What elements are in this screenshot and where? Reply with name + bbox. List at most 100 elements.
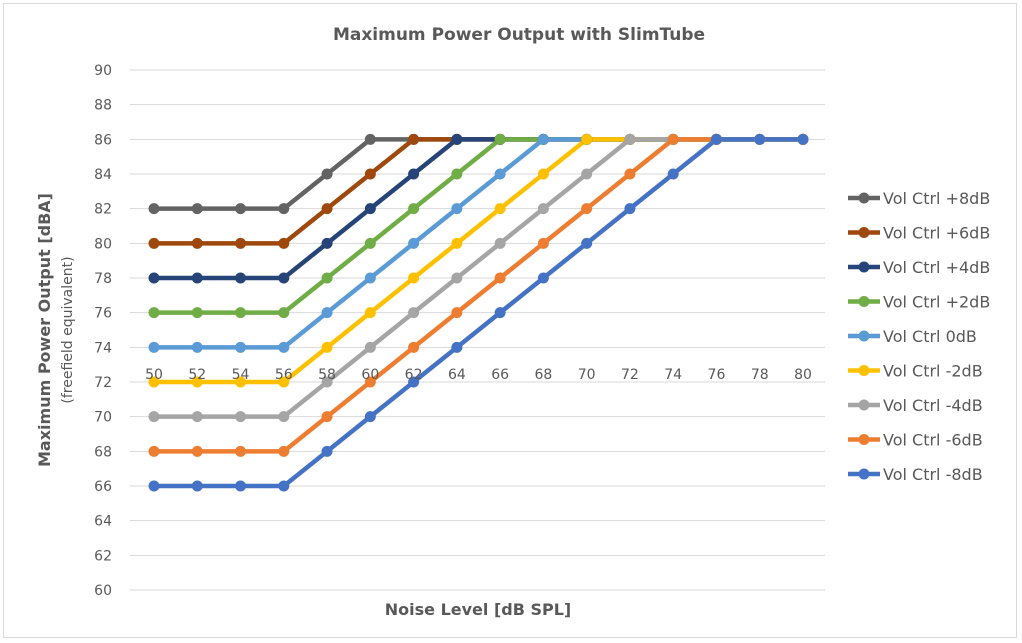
data-point	[278, 307, 290, 319]
data-point	[191, 272, 203, 284]
x-tick-label: 50	[145, 367, 163, 383]
x-tick-label: 72	[621, 367, 639, 383]
x-tick-label: 64	[448, 367, 466, 383]
data-point	[321, 411, 333, 423]
y-tick-label: 84	[94, 167, 112, 183]
legend-item: Vol Ctrl +8dB	[848, 189, 990, 208]
legend-marker	[858, 227, 870, 238]
data-point	[581, 203, 593, 215]
y-tick-label: 66	[94, 479, 112, 495]
y-tick-label: 74	[94, 340, 112, 356]
y-tick-label: 68	[94, 444, 112, 460]
y-tick-label: 82	[94, 202, 112, 218]
chart-frame	[3, 3, 1017, 638]
x-axis-ticks: 50 52 54 56 58 60 62 64 66 68 70 72 74 76 78 80	[145, 367, 812, 383]
data-point	[537, 203, 549, 215]
legend-item: Vol Ctrl +2dB	[848, 293, 990, 312]
x-tick-label: 78	[751, 367, 769, 383]
x-tick-label: 52	[188, 367, 206, 383]
data-point	[408, 203, 420, 215]
data-point	[451, 237, 463, 249]
x-tick-label: 74	[664, 367, 682, 383]
data-point	[364, 376, 376, 388]
data-point	[667, 133, 679, 145]
legend-marker	[858, 192, 870, 204]
legend-marker	[858, 296, 870, 307]
x-tick-label: 66	[491, 367, 509, 383]
legend-label: Vol Ctrl -4dB	[883, 396, 983, 415]
data-point	[235, 272, 247, 284]
data-point	[148, 237, 160, 249]
data-point	[278, 480, 290, 492]
data-point	[537, 237, 549, 249]
data-point	[364, 341, 376, 353]
data-point	[321, 203, 333, 215]
legend-label: Vol Ctrl +4dB	[883, 258, 990, 277]
legend-marker	[858, 261, 870, 273]
x-tick-label: 68	[534, 367, 552, 383]
data-point	[191, 203, 203, 215]
legend-item: Vol Ctrl -8dB	[848, 465, 983, 484]
data-point	[191, 445, 203, 457]
data-point	[624, 168, 636, 180]
series-line	[154, 137, 803, 489]
legend-item: Vol Ctrl +4dB	[848, 258, 990, 277]
data-point	[494, 307, 506, 319]
y-axis-label: Maximum Power Output [dBA]	[35, 193, 54, 467]
legend-label: Vol Ctrl -6dB	[883, 431, 983, 450]
data-point	[364, 272, 376, 284]
data-point	[494, 237, 506, 249]
data-point	[364, 168, 376, 180]
data-point	[451, 203, 463, 215]
y-tick-label: 72	[94, 375, 112, 391]
data-point	[235, 480, 247, 492]
data-point	[537, 133, 549, 145]
data-point	[408, 307, 420, 319]
y-tick-label: 60	[94, 583, 112, 599]
legend-label: Vol Ctrl 0dB	[883, 327, 977, 346]
legend-item: Vol Ctrl -2dB	[848, 362, 983, 381]
y-tick-label: 62	[94, 548, 112, 564]
legend-marker	[858, 330, 870, 342]
data-point	[321, 237, 333, 249]
data-point	[408, 376, 420, 388]
y-tick-label: 76	[94, 306, 112, 322]
data-point	[235, 237, 247, 249]
y-axis-sublabel: (freefield equivalent)	[60, 256, 76, 403]
data-point	[148, 376, 160, 388]
data-point	[364, 307, 376, 319]
data-point	[235, 307, 247, 319]
data-point	[148, 307, 160, 319]
y-tick-label: 64	[94, 514, 112, 530]
data-point	[278, 445, 290, 457]
data-point	[581, 237, 593, 249]
legend-label: Vol Ctrl -2dB	[883, 362, 983, 381]
data-point	[235, 341, 247, 353]
data-point	[364, 203, 376, 215]
x-tick-label: 54	[232, 367, 250, 383]
data-point	[235, 445, 247, 457]
legend-item: Vol Ctrl +6dB	[848, 224, 990, 243]
data-point	[321, 341, 333, 353]
data-point	[408, 341, 420, 353]
data-point	[235, 203, 247, 215]
data-point	[235, 411, 247, 423]
legend-marker	[858, 434, 870, 445]
data-point	[624, 133, 636, 145]
data-point	[278, 376, 290, 388]
data-point	[191, 480, 203, 492]
y-tick-label: 80	[94, 236, 112, 252]
data-point	[278, 272, 290, 284]
y-tick-label: 70	[94, 410, 112, 426]
y-tick-label: 86	[94, 132, 112, 148]
series-line	[154, 137, 803, 454]
chart-title: Maximum Power Output with SlimTube	[333, 25, 705, 45]
data-point	[451, 272, 463, 284]
data-point	[581, 168, 593, 180]
data-point	[148, 203, 160, 215]
data-point	[278, 411, 290, 423]
data-point	[710, 133, 722, 145]
data-point	[494, 203, 506, 215]
data-point	[364, 133, 376, 145]
data-point	[451, 307, 463, 319]
